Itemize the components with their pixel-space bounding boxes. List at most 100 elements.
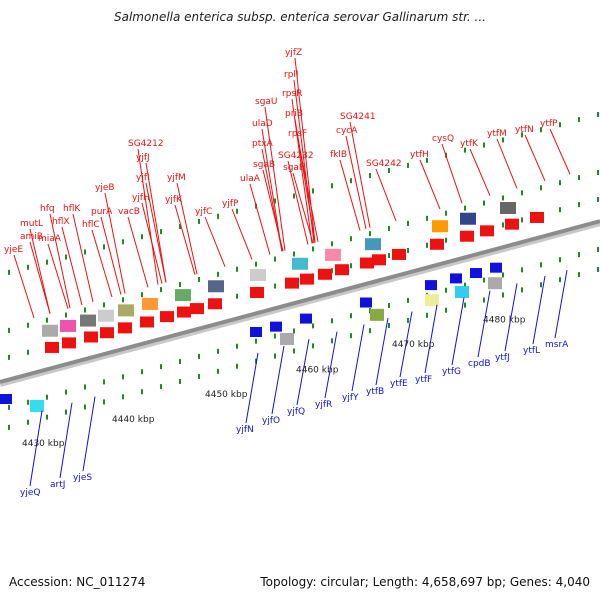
tick-dot xyxy=(312,323,314,329)
tick-dot xyxy=(27,264,29,270)
feature-block xyxy=(30,399,44,412)
tick-dot xyxy=(8,327,10,333)
tick-dot xyxy=(255,261,257,267)
tick-dot xyxy=(8,424,10,430)
gene-label-miaA: miaA xyxy=(38,234,62,244)
gene-leader-line xyxy=(324,331,338,399)
tick-dot xyxy=(540,127,542,133)
tick-dot xyxy=(388,303,390,309)
tick-dot xyxy=(236,343,238,349)
feature-block xyxy=(432,220,448,233)
page-title: Salmonella enterica subsp. enterica sero… xyxy=(114,10,486,24)
feature-block xyxy=(60,319,76,332)
backbone xyxy=(0,219,600,384)
gene-label-hfq: hfq xyxy=(40,204,55,214)
scale-label-1: 4440 kbp xyxy=(112,415,155,425)
gene-leader-line xyxy=(82,396,96,472)
tick-dot xyxy=(559,257,561,263)
tick-dot xyxy=(559,122,561,128)
tick-dot xyxy=(559,207,561,213)
tick-dot xyxy=(540,185,542,191)
feature-block xyxy=(460,212,476,225)
tick-dot xyxy=(160,287,162,293)
tick-dot xyxy=(521,217,523,223)
reverse-gene-arrow xyxy=(490,262,502,273)
accession-label: Accession: NC_011274 xyxy=(9,575,146,589)
gene-leader-line xyxy=(145,182,167,283)
tick-dot xyxy=(255,358,257,364)
forward-gene-arrow xyxy=(335,264,349,276)
gene-label-fklB: fklB xyxy=(330,150,347,160)
tick-dot xyxy=(578,272,580,278)
tick-dot xyxy=(464,205,466,211)
gene-label-yjfM: yjfM xyxy=(167,173,186,183)
gene-leader-line xyxy=(261,148,283,252)
feature-block xyxy=(142,297,158,310)
forward-gene-arrow xyxy=(140,316,154,328)
tick-dot xyxy=(46,317,48,323)
tick-dot xyxy=(179,224,181,230)
tick-dot xyxy=(65,312,67,318)
forward-gene-arrow xyxy=(208,298,222,310)
tick-dot xyxy=(597,170,599,176)
tick-dot xyxy=(331,318,333,324)
tick-dot xyxy=(597,112,599,118)
tick-dot xyxy=(65,409,67,415)
tick-dot xyxy=(407,220,409,226)
tick-dot xyxy=(331,183,333,189)
gene-label-cpdB: cpdB xyxy=(468,359,491,369)
tick-dot xyxy=(217,213,219,219)
tick-dot xyxy=(179,282,181,288)
tick-dot xyxy=(27,322,29,328)
forward-gene-arrow xyxy=(392,248,406,260)
tick-dot xyxy=(217,271,219,277)
forward-gene-arrow xyxy=(190,303,204,315)
gene-leader-line xyxy=(61,226,83,306)
reverse-gene-arrow xyxy=(250,327,262,337)
gene-label-msrA: msrA xyxy=(545,340,569,350)
gene-leader-line xyxy=(504,283,518,352)
tick-dot xyxy=(27,399,29,405)
gene-label-priB: priB xyxy=(285,109,303,119)
tick-dot xyxy=(559,277,561,283)
tick-dot xyxy=(540,262,542,268)
forward-gene-arrow xyxy=(530,211,544,223)
gene-leader-line xyxy=(296,339,310,406)
gene-label-SG4212: SG4212 xyxy=(128,139,164,149)
tick-dot xyxy=(103,379,105,385)
gene-label-yjfP: yjfP xyxy=(222,199,239,209)
tick-dot xyxy=(46,394,48,400)
feature-block xyxy=(280,332,294,345)
gene-label-yjfN: yjfN xyxy=(236,425,254,435)
gene-leader-line xyxy=(287,160,309,245)
gene-leader-line xyxy=(72,213,94,303)
gene-label-ytfE: ytfE xyxy=(390,379,408,389)
gene-label-ytfL: ytfL xyxy=(523,346,540,356)
gene-leader-line xyxy=(524,134,546,182)
reverse-gene-arrow xyxy=(450,273,462,284)
gene-leader-line xyxy=(375,317,389,386)
gene-leader-line xyxy=(441,143,463,204)
tick-dot xyxy=(464,302,466,308)
gene-leader-line xyxy=(477,290,491,358)
gene-leader-line xyxy=(91,229,113,298)
reverse-gene-arrow xyxy=(360,297,372,308)
forward-gene-arrow xyxy=(480,225,494,237)
tick-dot xyxy=(331,241,333,247)
gene-label-ytfK: ytfK xyxy=(460,139,479,149)
feature-block xyxy=(488,277,502,290)
gene-leader-line xyxy=(424,304,438,374)
gene-label-ptxA: ptxA xyxy=(252,139,274,149)
tick-dot xyxy=(597,247,599,253)
gene-leader-line xyxy=(345,135,367,230)
tick-dot xyxy=(578,117,580,123)
tick-dot xyxy=(122,297,124,303)
gene-leader-line xyxy=(141,202,163,284)
gene-label-rplI: rplI xyxy=(284,70,299,80)
tick-dot xyxy=(141,389,143,395)
gene-label-yjeE: yjeE xyxy=(4,245,23,255)
tick-dot xyxy=(578,175,580,181)
tick-dot xyxy=(483,277,485,283)
feature-block xyxy=(175,289,191,302)
forward-gene-arrow xyxy=(160,311,174,323)
